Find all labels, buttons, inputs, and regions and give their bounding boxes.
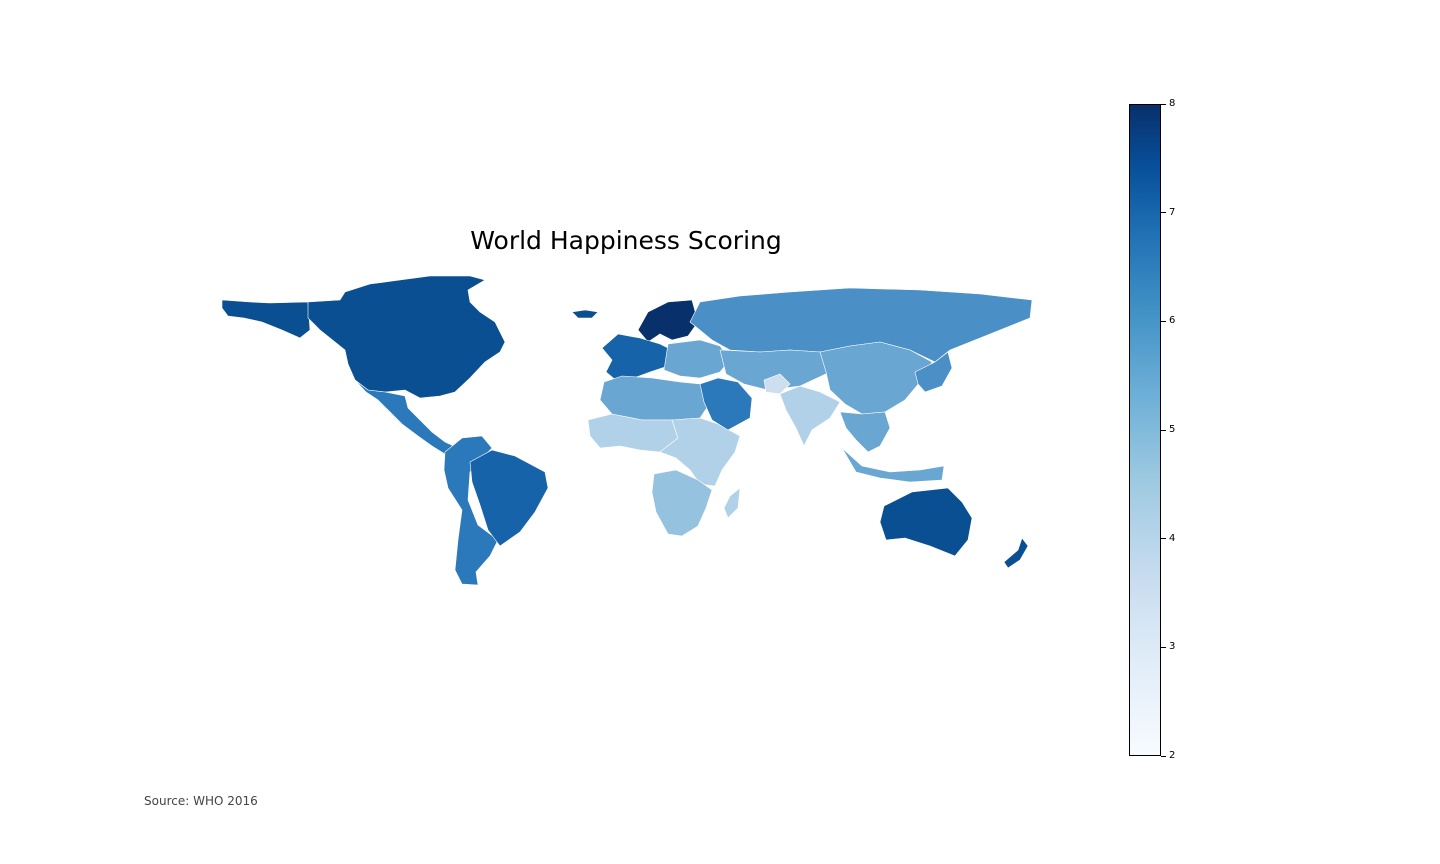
region-greenland bbox=[571, 309, 599, 319]
region-southeast-asia bbox=[839, 411, 891, 453]
colorbar-tick-label: 6 bbox=[1169, 315, 1176, 327]
region-nordics bbox=[637, 299, 699, 343]
region-indonesia bbox=[841, 447, 945, 483]
colorbar-tick bbox=[1161, 646, 1166, 648]
colorbar-tick bbox=[1161, 103, 1166, 105]
world-map bbox=[221, 275, 1033, 586]
region-central-asia bbox=[719, 349, 831, 391]
region-middle-east bbox=[699, 377, 753, 431]
region-china bbox=[819, 341, 933, 415]
region-alaska bbox=[221, 299, 311, 339]
region-western-europe bbox=[601, 333, 673, 383]
colorbar-tick bbox=[1161, 320, 1166, 322]
colorbar-tick-label: 2 bbox=[1169, 750, 1176, 761]
region-australia bbox=[879, 487, 973, 557]
colorbar-tick bbox=[1161, 429, 1166, 431]
region-eastern-europe bbox=[663, 339, 731, 379]
region-japan-korea bbox=[914, 351, 953, 393]
region-madagascar bbox=[723, 487, 741, 519]
colorbar-tick-label: 4 bbox=[1169, 532, 1176, 544]
region-new-zealand bbox=[1003, 537, 1029, 569]
colorbar-tick-label: 5 bbox=[1169, 424, 1176, 435]
map-title: World Happiness Scoring bbox=[470, 226, 782, 255]
colorbar-tick-label: 8 bbox=[1169, 98, 1176, 109]
region-south-asia bbox=[779, 385, 841, 447]
colorbar-tick-label: 3 bbox=[1169, 641, 1176, 653]
region-canada-usa bbox=[307, 275, 506, 399]
colorbar-tick-label: 7 bbox=[1169, 206, 1176, 218]
source-note: Source: WHO 2016 bbox=[144, 794, 258, 808]
colorbar-tick bbox=[1161, 755, 1166, 757]
colorbar bbox=[1129, 104, 1161, 756]
region-west-africa bbox=[587, 413, 679, 453]
region-south-america bbox=[443, 435, 499, 586]
colorbar-tick bbox=[1161, 212, 1166, 214]
region-afghanistan bbox=[763, 373, 791, 395]
region-north-africa bbox=[599, 375, 713, 421]
region-southern-africa bbox=[651, 469, 713, 537]
colorbar-tick bbox=[1161, 538, 1166, 540]
region-brazil bbox=[469, 449, 549, 547]
